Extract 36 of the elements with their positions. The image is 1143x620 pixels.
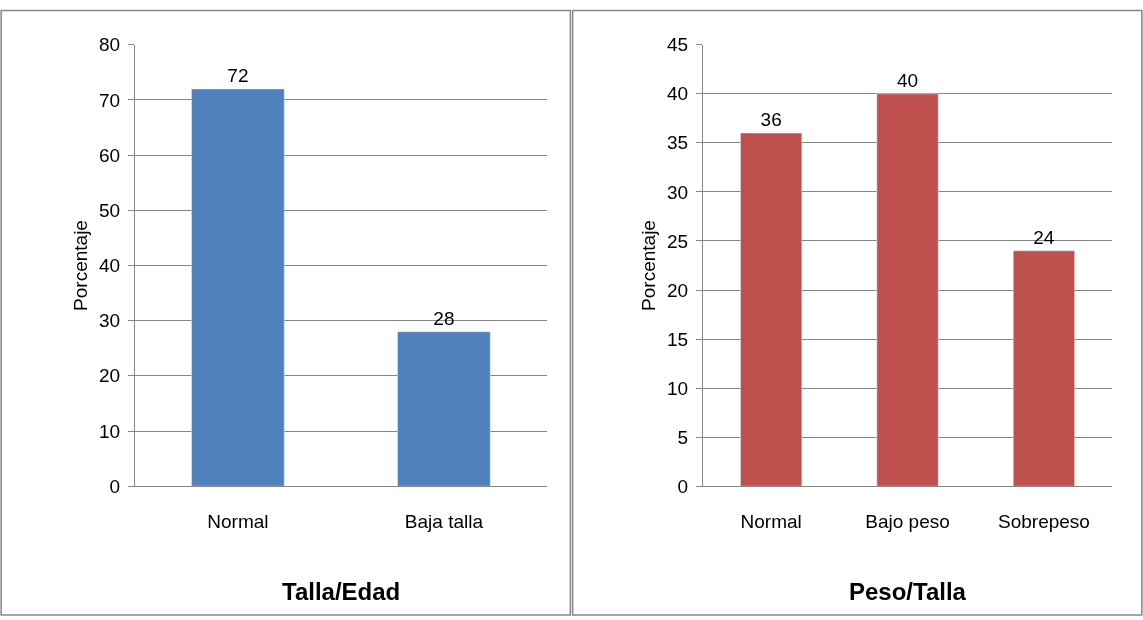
y-tick-label: 20 bbox=[98, 365, 121, 387]
y-tick-label: 40 bbox=[667, 83, 689, 105]
data-label: 40 bbox=[896, 69, 919, 91]
text: Peso/Talla bbox=[849, 578, 967, 605]
y-tick-label: 5 bbox=[677, 426, 689, 448]
x-tick-label: Baja talla bbox=[404, 511, 484, 533]
data-label: 28 bbox=[433, 307, 455, 329]
y-tick-label: 15 bbox=[667, 328, 689, 350]
y-tick-label: 80 bbox=[98, 34, 121, 56]
y-tick-label: 0 bbox=[677, 475, 689, 497]
y-tick-label: 45 bbox=[667, 34, 689, 56]
y-tick-label: 30 bbox=[667, 181, 689, 203]
bar bbox=[740, 132, 803, 487]
y-tick-label: 70 bbox=[98, 89, 121, 111]
data-label: 72 bbox=[227, 64, 249, 86]
x-tick-label: Sobrepeso bbox=[997, 511, 1090, 533]
bar bbox=[1013, 250, 1075, 487]
y-tick-label: 25 bbox=[667, 230, 689, 252]
x-tick-label: Normal bbox=[740, 511, 802, 533]
data-label: 36 bbox=[760, 109, 782, 131]
x-tick-label: Normal bbox=[207, 511, 269, 533]
y-tick-label: 60 bbox=[98, 144, 121, 166]
data-label: 24 bbox=[1033, 226, 1055, 248]
y-tick-label: 40 bbox=[98, 255, 121, 277]
bar bbox=[876, 93, 939, 487]
text: Talla/Edad bbox=[282, 578, 401, 605]
y-tick-label: 30 bbox=[98, 310, 121, 332]
y-tick-label: 0 bbox=[109, 475, 121, 497]
y-tick-label: 10 bbox=[98, 420, 121, 442]
y-axis-title: Porcentaje bbox=[637, 220, 659, 311]
y-tick-label: 35 bbox=[667, 132, 689, 154]
y-tick-label: 50 bbox=[98, 199, 121, 221]
y-axis-title: Porcentaje bbox=[69, 220, 91, 311]
x-tick-label: Bajo peso bbox=[865, 511, 950, 533]
y-tick-label: 20 bbox=[667, 279, 689, 301]
y-tick-label: 10 bbox=[667, 377, 689, 399]
